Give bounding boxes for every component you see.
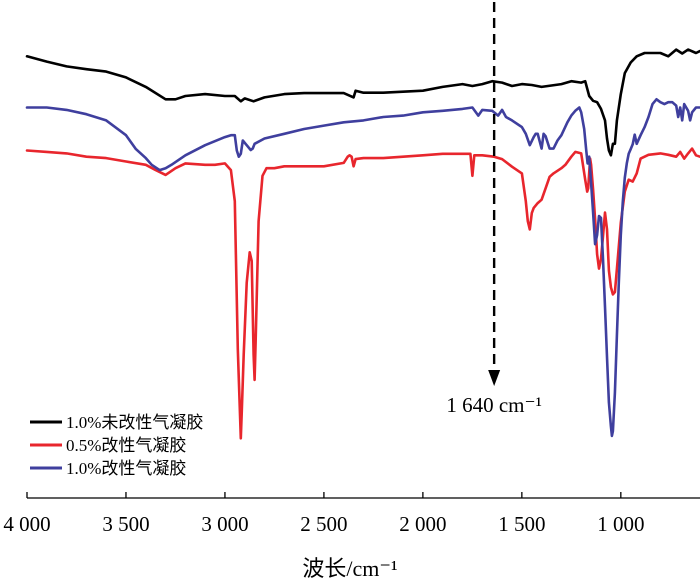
annotation-arrow-head: [488, 370, 501, 386]
x-tick-label: 4 000: [3, 512, 50, 536]
annotation-label: 1 640 cm⁻¹: [446, 393, 542, 417]
x-tick-label: 2 500: [300, 512, 347, 536]
plot-area: 4 000 3 500 3 000 2 500 2 000 1 500 1 000 1 64…: [3, 2, 700, 536]
legend: 1.0%未改性气凝胶 0.5%改性气凝胶 1.0%改性气凝胶: [30, 413, 203, 478]
series-layer: [25, 48, 700, 440]
series-line-2: [25, 147, 700, 440]
x-tick-label: 1 500: [498, 512, 545, 536]
x-tick-label: 3 500: [102, 512, 149, 536]
x-tick-label: 1 000: [597, 512, 644, 536]
legend-label-1: 1.0%未改性气凝胶: [66, 413, 203, 432]
legend-label-2: 0.5%改性气凝胶: [66, 436, 186, 455]
annotation-1640: 1 640 cm⁻¹: [446, 2, 542, 417]
x-tick-label: 3 000: [201, 512, 248, 536]
x-axis-title: 波长/cm⁻¹: [302, 556, 397, 581]
series-line-3: [25, 98, 700, 438]
series-line-1: [25, 48, 700, 157]
x-tick-label: 2 000: [399, 512, 446, 536]
legend-label-3: 1.0%改性气凝胶: [66, 459, 186, 478]
x-ticks: 4 000 3 500 3 000 2 500 2 000 1 500 1 000: [3, 492, 644, 536]
